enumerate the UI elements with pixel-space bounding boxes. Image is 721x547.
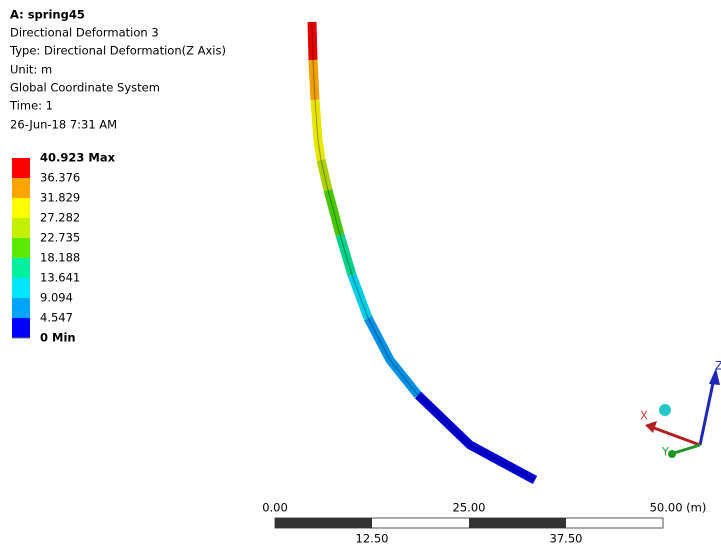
scale-label: 0.00 bbox=[262, 501, 288, 515]
triad-label: Z bbox=[715, 359, 721, 373]
info-line: Unit: m bbox=[10, 63, 52, 77]
swatch bbox=[12, 198, 30, 218]
swatch bbox=[12, 158, 30, 178]
legend-label: 31.829 bbox=[40, 191, 80, 205]
result-title: A: spring45 bbox=[10, 8, 85, 22]
legend-label: 27.282 bbox=[40, 211, 80, 225]
scale-block bbox=[275, 518, 372, 528]
legend-label: 36.376 bbox=[40, 171, 80, 185]
triad-label: X bbox=[640, 409, 648, 423]
legend-label: 9.094 bbox=[40, 291, 73, 305]
y-arrow bbox=[668, 450, 676, 458]
scale-label: 25.00 bbox=[453, 501, 486, 515]
swatch bbox=[12, 278, 30, 298]
legend-label: 4.547 bbox=[40, 311, 73, 325]
scale-bar bbox=[275, 518, 663, 528]
legend-label: 40.923 Max bbox=[40, 151, 116, 165]
legend-label: 13.641 bbox=[40, 271, 80, 285]
legend-label: 18.188 bbox=[40, 251, 80, 265]
scale-label: 50.00 (m) bbox=[650, 501, 707, 515]
info-line: Directional Deformation 3 bbox=[10, 26, 159, 40]
viewport: A: spring45 Directional Deformation 3 Ty… bbox=[0, 0, 721, 547]
swatch bbox=[12, 258, 30, 278]
legend-swatches bbox=[12, 158, 30, 338]
legend-label: 22.735 bbox=[40, 231, 80, 245]
info-line: Time: 1 bbox=[9, 99, 53, 113]
triad-label: Y bbox=[661, 445, 670, 459]
swatch bbox=[12, 298, 30, 318]
info-line: 26-Jun-18 7:31 AM bbox=[10, 118, 117, 132]
swatch bbox=[12, 218, 30, 238]
scale-block bbox=[469, 518, 566, 528]
scale-label: 37.50 bbox=[550, 532, 583, 546]
info-line: Global Coordinate System bbox=[10, 81, 160, 95]
scale-label: 12.50 bbox=[356, 532, 389, 546]
swatch bbox=[12, 318, 30, 338]
legend-label: 0 Min bbox=[40, 331, 76, 345]
info-line: Type: Directional Deformation(Z Axis) bbox=[9, 44, 226, 58]
swatch bbox=[12, 178, 30, 198]
swatch bbox=[12, 238, 30, 258]
triad-sphere bbox=[659, 404, 671, 416]
